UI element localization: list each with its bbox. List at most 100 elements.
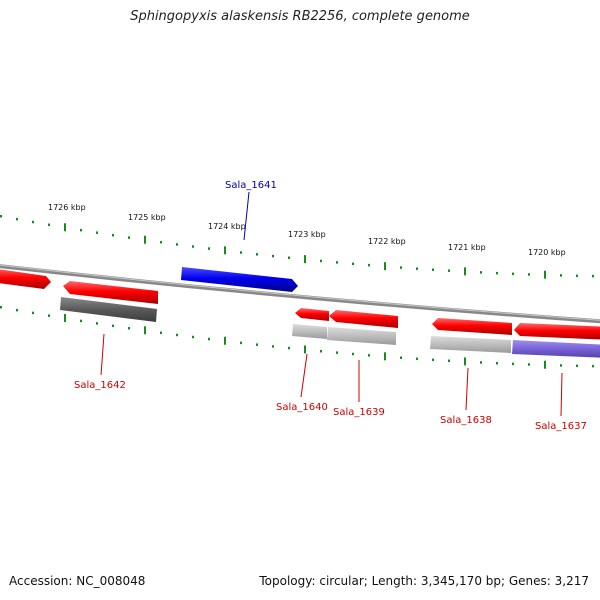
accession-text: Accession: NC_008048 — [9, 574, 146, 588]
ruler-minor-tick — [416, 267, 418, 270]
ruler-minor-tick — [208, 337, 210, 341]
ruler-minor-tick — [0, 306, 2, 309]
ruler-minor-tick — [208, 247, 210, 250]
ruler-major-tick — [304, 255, 306, 264]
backbone-highlight — [0, 264, 600, 321]
gene-arrow-sala-1639[interactable] — [329, 310, 398, 328]
ruler-label: 1721 kbp — [448, 243, 486, 252]
ruler-major-tick — [384, 262, 386, 271]
gene-label-sala-1638[interactable]: Sala_1638 — [440, 415, 492, 426]
ruler-minor-tick — [240, 251, 242, 254]
gene-label-sala-1641[interactable]: Sala_1641 — [225, 180, 277, 191]
ruler-minor-tick — [368, 354, 370, 357]
ruler-minor-tick — [288, 256, 290, 260]
gene-arrow-sala-1641[interactable] — [181, 267, 298, 292]
feature-bar-sala-1637[interactable] — [512, 340, 600, 358]
ruler-minor-tick — [256, 343, 258, 346]
ruler-minor-tick — [352, 352, 354, 356]
ruler-label: 1723 kbp — [288, 230, 326, 239]
genome-backbone — [0, 264, 600, 324]
ruler-major-tick — [544, 270, 546, 279]
ruler-minor-tick — [32, 311, 34, 315]
ruler-minor-tick — [288, 346, 290, 350]
ruler-major-tick — [304, 345, 306, 354]
ruler-minor-tick — [560, 274, 562, 277]
gene-arrow-sala-1640[interactable] — [295, 308, 329, 321]
ruler-minor-tick — [48, 314, 50, 317]
ruler-minor-tick — [192, 335, 194, 339]
ruler-minor-tick — [176, 333, 178, 337]
ruler-minor-tick — [512, 272, 514, 276]
ruler-minor-tick — [80, 228, 82, 232]
ruler-major-tick — [224, 246, 226, 255]
feature-bar-sala-1642[interactable] — [60, 297, 157, 322]
gene-label-sala-1640[interactable]: Sala_1640 — [276, 402, 328, 413]
ruler-minor-tick — [576, 364, 578, 368]
ruler-minor-tick — [496, 271, 498, 275]
gene-arrow-left-edge[interactable] — [0, 268, 51, 289]
ruler-major-tick — [144, 326, 146, 335]
ruler-minor-tick — [32, 220, 34, 224]
ruler-minor-tick — [176, 243, 178, 246]
ruler-minor-tick — [160, 331, 162, 335]
ruler-inner-track — [0, 306, 594, 369]
ruler-minor-tick — [96, 322, 98, 325]
ruler-minor-tick — [240, 341, 242, 345]
ruler-minor-tick — [256, 253, 258, 256]
backbone-line — [0, 264, 600, 324]
ruler-minor-tick — [48, 223, 50, 227]
ruler-label: 1724 kbp — [208, 222, 246, 231]
ruler-minor-tick — [160, 240, 162, 244]
gene-label-sala-1639[interactable]: Sala_1639 — [333, 407, 385, 418]
ruler-label: 1720 kbp — [528, 248, 566, 257]
ruler-minor-tick — [336, 261, 338, 264]
genome-title: Sphingopyxis alaskensis RB2256, complete… — [130, 9, 470, 24]
ruler-major-tick — [464, 267, 466, 276]
ruler-label: 1725 kbp — [128, 213, 166, 222]
gene-label-sala-1637[interactable]: Sala_1637 — [535, 421, 587, 432]
feature-bar-sala-1638[interactable] — [430, 336, 511, 353]
ruler-minor-tick — [400, 356, 402, 359]
ruler-minor-tick — [128, 327, 130, 330]
ruler-minor-tick — [496, 361, 498, 365]
ruler-major-tick — [384, 352, 386, 361]
ruler-minor-tick — [480, 361, 482, 364]
ruler-minor-tick — [112, 324, 114, 328]
ruler-minor-tick — [0, 215, 2, 218]
gene-arrow-sala-1638[interactable] — [432, 318, 512, 335]
feature-bar-sala-1639[interactable] — [327, 327, 396, 345]
ruler-minor-tick — [320, 349, 322, 353]
ruler-minor-tick — [96, 231, 98, 234]
ruler-minor-tick — [368, 263, 370, 267]
ruler-minor-tick — [528, 273, 530, 276]
ruler-label: 1722 kbp — [368, 237, 406, 246]
ruler-minor-tick — [448, 359, 450, 363]
ruler-major-tick — [224, 336, 226, 345]
gene-arrow-sala-1637[interactable] — [514, 323, 600, 340]
ruler-minor-tick — [560, 364, 562, 367]
ruler-minor-tick — [16, 217, 18, 221]
gene-label-sala-1642[interactable]: Sala_1642 — [74, 380, 126, 391]
ruler-minor-tick — [80, 319, 82, 323]
ruler-label: 1726 kbp — [48, 203, 86, 212]
ruler-minor-tick — [592, 274, 594, 278]
gene-arrow-sala-1642[interactable] — [63, 281, 158, 304]
ruler-minor-tick — [320, 259, 322, 263]
topology-text: Topology: circular; Length: 3,345,170 bp… — [259, 574, 589, 588]
ruler-minor-tick — [512, 362, 514, 366]
ruler-minor-tick — [128, 236, 130, 239]
ruler-minor-tick — [272, 345, 274, 348]
ruler-minor-tick — [576, 274, 578, 278]
ruler-minor-tick — [272, 254, 274, 258]
ruler-minor-tick — [400, 266, 402, 269]
ruler-minor-tick — [336, 351, 338, 354]
ruler-minor-tick — [448, 269, 450, 272]
ruler-major-tick — [464, 357, 466, 366]
feature-bar-sala-1640[interactable] — [292, 324, 327, 339]
ruler-minor-tick — [192, 245, 194, 248]
ruler-minor-tick — [592, 364, 594, 368]
ruler-major-tick — [144, 235, 146, 244]
ruler-major-tick — [64, 223, 66, 232]
